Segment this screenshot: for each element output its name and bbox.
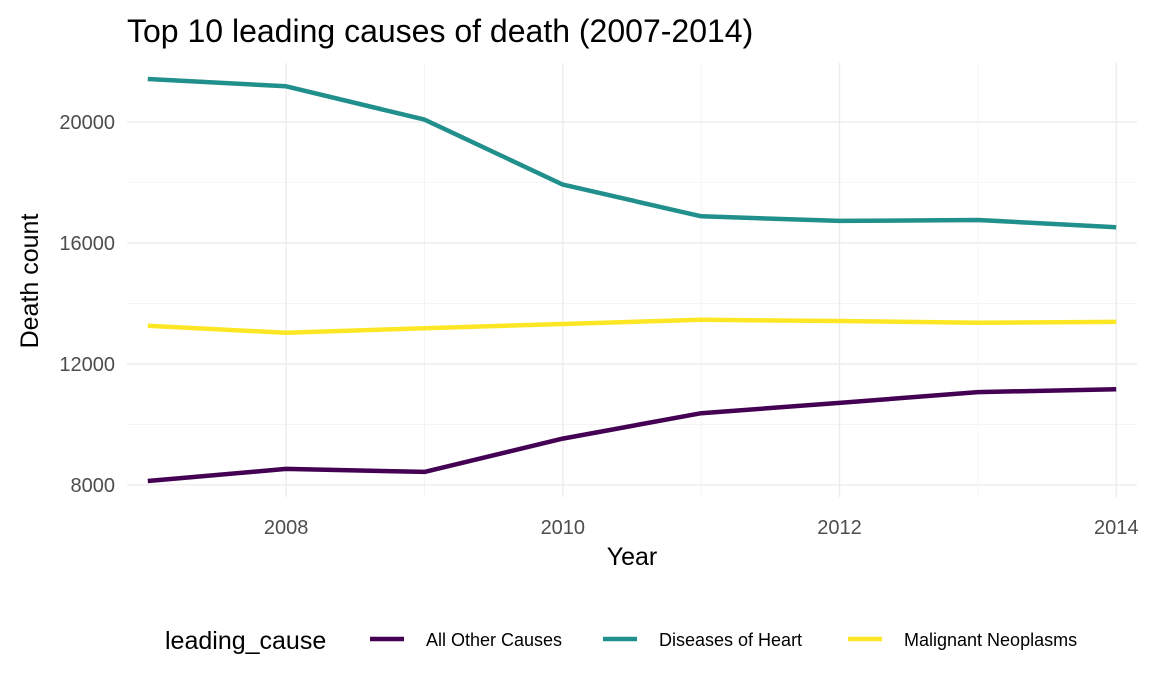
legend-label: Malignant Neoplasms (904, 630, 1077, 650)
series-line-2 (147, 317, 1117, 336)
grid (127, 63, 1137, 497)
y-axis-tick-labels: 8000 12000 16000 20000 (59, 112, 115, 497)
legend-item: Malignant Neoplasms (848, 630, 1077, 650)
legend-item: Diseases of Heart (603, 630, 802, 650)
x-axis-title: Year (607, 543, 658, 571)
x-tick-label: 2014 (1094, 517, 1139, 539)
y-tick-label: 20000 (59, 112, 115, 134)
series-line-0 (147, 387, 1117, 484)
x-tick-label: 2010 (541, 517, 586, 539)
y-tick-label: 16000 (59, 233, 115, 255)
legend-label: All Other Causes (426, 630, 562, 650)
legend-items: All Other Causes Diseases of Heart Maligna… (370, 630, 1077, 650)
y-axis-title: Death count (16, 214, 44, 349)
legend-item: All Other Causes (370, 630, 562, 650)
x-tick-label: 2008 (264, 517, 309, 539)
chart-title: Top 10 leading causes of death (2007-201… (127, 13, 753, 49)
legend-label: Diseases of Heart (659, 630, 802, 650)
series-line-1 (147, 76, 1117, 230)
legend-title: leading_cause (165, 627, 326, 655)
y-tick-label: 12000 (59, 354, 115, 376)
x-axis-tick-labels: 2008 2010 2012 2014 (264, 517, 1139, 539)
plot-series (147, 76, 1117, 484)
legend: leading_cause All Other Causes Diseases o… (165, 627, 1077, 655)
y-tick-label: 8000 (71, 475, 116, 497)
x-tick-label: 2012 (817, 517, 862, 539)
